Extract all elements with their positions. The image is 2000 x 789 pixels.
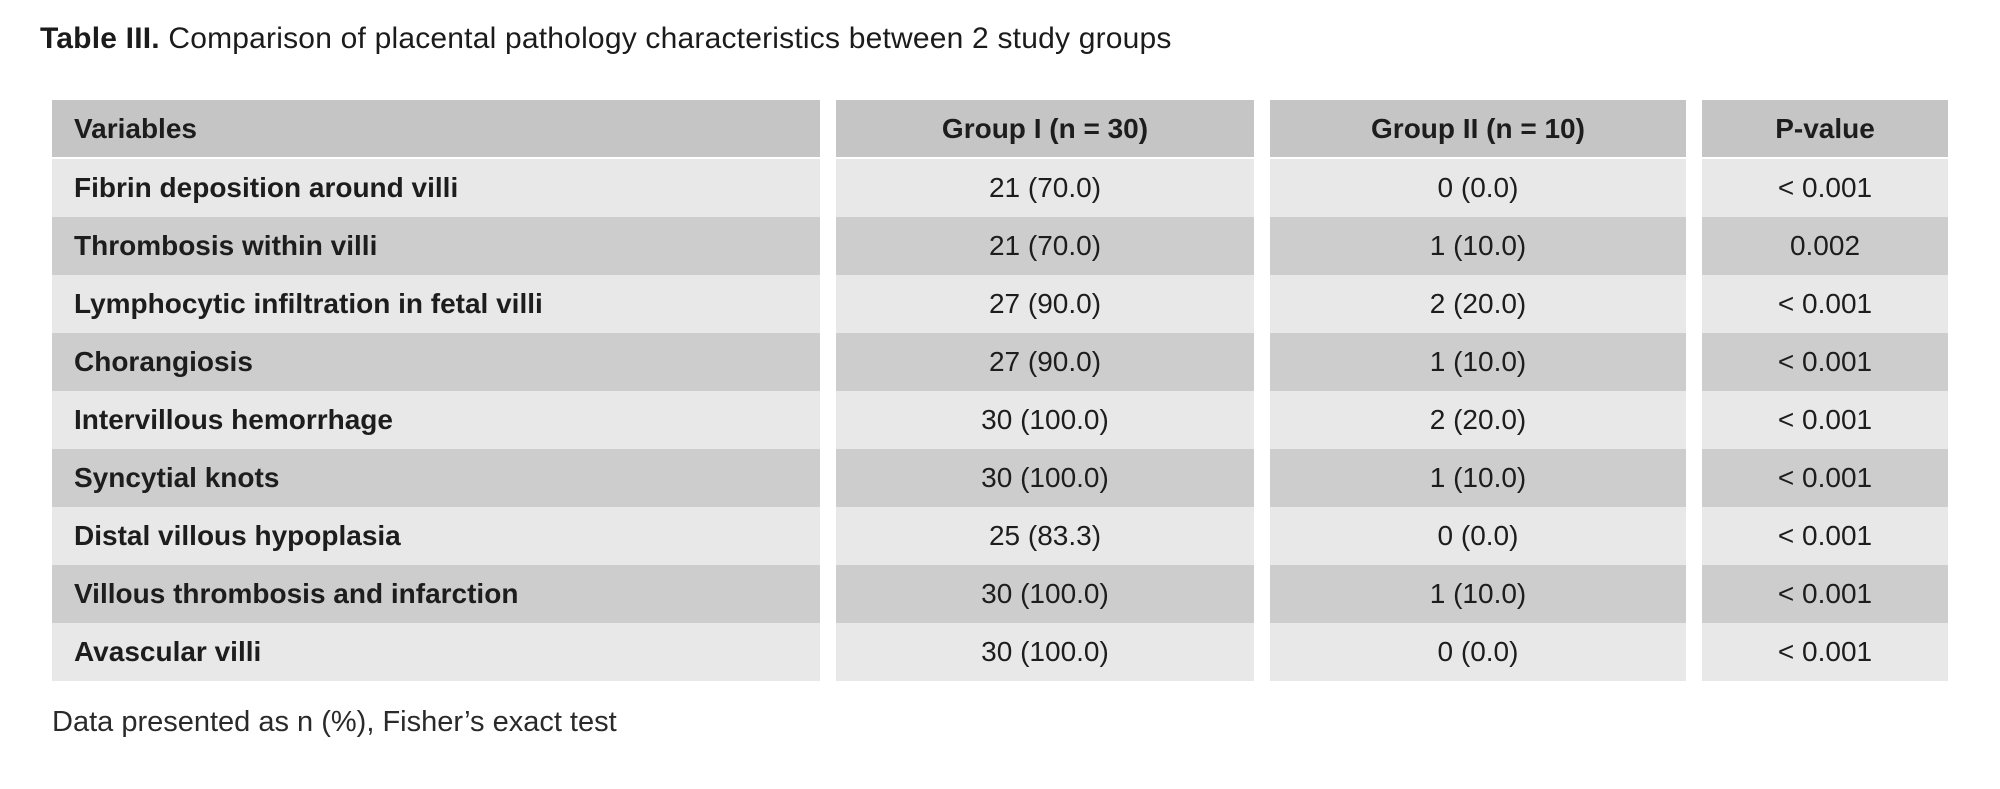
cell-group2: 0 (0.0) <box>1270 159 1686 217</box>
table-footnote: Data presented as n (%), Fisher’s exact … <box>52 706 617 738</box>
cell-pvalue: < 0.001 <box>1702 565 1948 623</box>
row-variable: Villous thrombosis and infarction <box>52 565 820 623</box>
row-variable: Distal villous hypoplasia <box>52 507 820 565</box>
cell-group2: 2 (20.0) <box>1270 275 1686 333</box>
cell-group2: 2 (20.0) <box>1270 391 1686 449</box>
row-variable: Syncytial knots <box>52 449 820 507</box>
cell-group2: 1 (10.0) <box>1270 333 1686 391</box>
cell-group1: 21 (70.0) <box>836 159 1254 217</box>
cell-group1: 30 (100.0) <box>836 565 1254 623</box>
cell-group2: 1 (10.0) <box>1270 217 1686 275</box>
cell-pvalue: 0.002 <box>1702 217 1948 275</box>
row-variable: Chorangiosis <box>52 333 820 391</box>
cell-group1: 30 (100.0) <box>836 623 1254 681</box>
column-header-group2: Group II (n = 10) <box>1270 100 1686 159</box>
table-title: Table III. Comparison of placental patho… <box>40 22 1172 56</box>
cell-group1: 30 (100.0) <box>836 449 1254 507</box>
row-variable: Fibrin deposition around villi <box>52 159 820 217</box>
row-variable: Lymphocytic infiltration in fetal villi <box>52 275 820 333</box>
cell-pvalue: < 0.001 <box>1702 623 1948 681</box>
cell-pvalue: < 0.001 <box>1702 159 1948 217</box>
cell-group2: 0 (0.0) <box>1270 507 1686 565</box>
row-variable: Thrombosis within villi <box>52 217 820 275</box>
row-variable: Avascular villi <box>52 623 820 681</box>
cell-group2: 0 (0.0) <box>1270 623 1686 681</box>
cell-pvalue: < 0.001 <box>1702 333 1948 391</box>
cell-pvalue: < 0.001 <box>1702 449 1948 507</box>
column-header-pvalue: P-value <box>1702 100 1948 159</box>
cell-group1: 25 (83.3) <box>836 507 1254 565</box>
cell-group1: 21 (70.0) <box>836 217 1254 275</box>
pathology-comparison-table: Variables Group I (n = 30) Group II (n =… <box>52 100 1948 681</box>
cell-group1: 30 (100.0) <box>836 391 1254 449</box>
cell-group2: 1 (10.0) <box>1270 449 1686 507</box>
column-header-variables: Variables <box>52 100 820 159</box>
cell-group1: 27 (90.0) <box>836 333 1254 391</box>
cell-pvalue: < 0.001 <box>1702 391 1948 449</box>
cell-pvalue: < 0.001 <box>1702 275 1948 333</box>
cell-pvalue: < 0.001 <box>1702 507 1948 565</box>
table-number-label: Table III. <box>40 22 160 55</box>
table-caption: Comparison of placental pathology charac… <box>159 22 1172 55</box>
cell-group2: 1 (10.0) <box>1270 565 1686 623</box>
row-variable: Intervillous hemorrhage <box>52 391 820 449</box>
cell-group1: 27 (90.0) <box>836 275 1254 333</box>
column-header-group1: Group I (n = 30) <box>836 100 1254 159</box>
